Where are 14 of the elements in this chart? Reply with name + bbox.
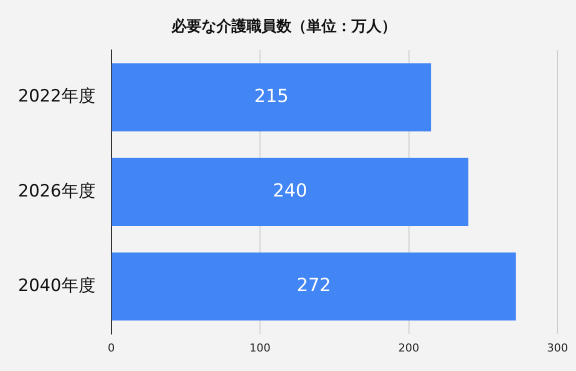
y-tick-label: 2026年度 — [18, 181, 96, 202]
chart-title: 必要な介護職員数（単位：万人） — [170, 16, 396, 35]
x-tick-label: 300 — [547, 341, 568, 354]
data-label: 240 — [272, 180, 308, 202]
x-tick-label: 200 — [398, 341, 420, 354]
x-tick-label: 0 — [108, 341, 115, 354]
bar — [112, 63, 432, 132]
bar — [112, 158, 468, 226]
y-tick-label: 2040年度 — [18, 276, 96, 296]
y-tick-label: 2022年度 — [18, 86, 96, 107]
x-tick-label: 100 — [250, 341, 271, 354]
data-label: 272 — [296, 275, 331, 296]
data-label: 215 — [254, 86, 289, 107]
bar — [112, 252, 516, 321]
